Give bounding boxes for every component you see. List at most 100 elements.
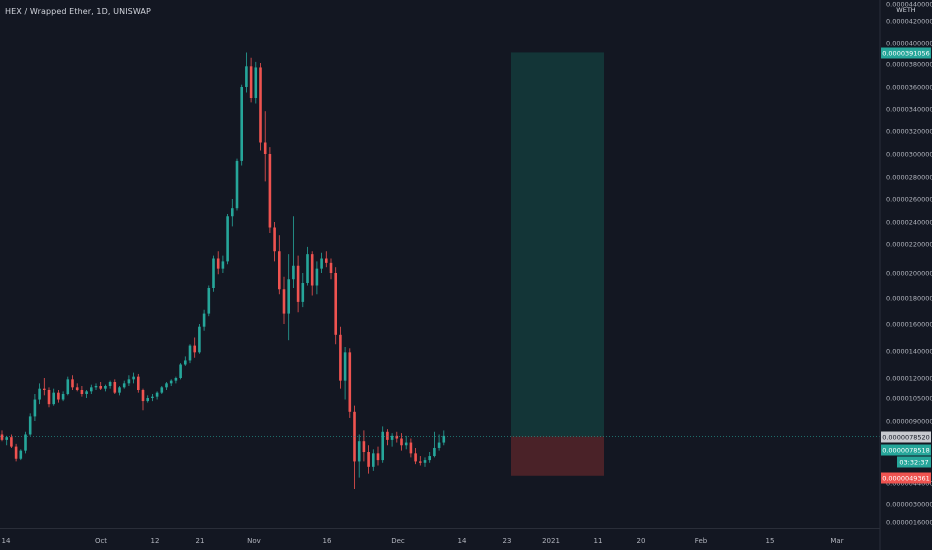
candle-body xyxy=(198,326,201,353)
time-tick-label: Dec xyxy=(391,537,405,545)
candle xyxy=(193,337,196,358)
candle xyxy=(273,222,276,262)
candle-body xyxy=(193,345,196,353)
loss-zone[interactable] xyxy=(511,436,604,476)
candle xyxy=(282,276,286,324)
candle-body xyxy=(273,227,276,252)
candle xyxy=(169,379,173,386)
candle-body xyxy=(85,391,88,394)
candle-body xyxy=(423,460,427,463)
candle-body xyxy=(268,154,272,228)
candle xyxy=(118,386,121,396)
candle-body xyxy=(329,262,333,273)
candle-body xyxy=(118,387,121,393)
candle xyxy=(442,430,446,446)
candle-body xyxy=(409,442,413,454)
time-tick-label: 20 xyxy=(637,537,646,545)
candle xyxy=(245,52,248,93)
candle-body xyxy=(160,387,164,393)
candle xyxy=(184,356,187,366)
candle xyxy=(419,456,422,466)
candle xyxy=(348,348,352,418)
candle xyxy=(14,443,18,462)
candle xyxy=(43,378,46,396)
price-tick-label: 0.0000030000 xyxy=(886,501,932,509)
candle xyxy=(259,62,262,151)
candle-body xyxy=(404,442,408,446)
candle xyxy=(207,285,211,317)
candle-body xyxy=(122,383,126,388)
candle-body xyxy=(202,313,206,327)
candle-body xyxy=(99,386,102,389)
candle-body xyxy=(390,435,394,440)
candle-body xyxy=(80,390,84,394)
candle-body xyxy=(19,450,23,459)
candle xyxy=(376,446,380,466)
candle-body xyxy=(362,441,366,452)
candle xyxy=(240,84,243,166)
candle xyxy=(188,344,192,364)
candle-body xyxy=(28,416,32,435)
candle-body xyxy=(386,431,389,440)
candle xyxy=(301,273,305,308)
candle-body xyxy=(320,258,323,269)
price-tick-label: 0.0000016000 xyxy=(886,519,932,527)
price-tick-label: 0.0000280000 xyxy=(886,174,932,182)
candle-body xyxy=(367,452,370,467)
candle xyxy=(160,386,164,394)
candle xyxy=(433,431,436,458)
price-tick-label: 0.0000180000 xyxy=(886,295,932,303)
candle xyxy=(108,380,112,389)
candle-body xyxy=(442,435,446,443)
candle-series xyxy=(0,52,446,489)
price-tag-bg xyxy=(881,47,931,59)
candle xyxy=(28,413,32,436)
time-tick-label: 23 xyxy=(503,537,512,545)
time-tick-label: 14 xyxy=(458,537,467,545)
candle-body xyxy=(437,442,441,448)
candle-body xyxy=(24,434,27,451)
position-tool[interactable] xyxy=(511,52,604,476)
price-axis[interactable]: 0.0000440000 0.0000420000 0.0000400000 0.00… xyxy=(886,1,932,527)
candle xyxy=(179,363,182,380)
candle xyxy=(334,267,337,345)
candle xyxy=(94,383,98,390)
candle-body xyxy=(47,390,51,405)
price-tag-target: 0.0000391056 xyxy=(881,47,931,59)
candle xyxy=(141,388,145,411)
candle xyxy=(292,216,295,288)
price-tick-label: 0.0000120000 xyxy=(886,375,932,383)
price-tag-countdown: 03:32:37 xyxy=(897,456,931,468)
candle-body xyxy=(33,399,37,417)
candle xyxy=(367,445,370,474)
candle-body xyxy=(184,360,187,365)
candle xyxy=(132,372,135,384)
candle xyxy=(320,252,323,273)
price-tag-bg xyxy=(881,472,931,484)
price-tag-stop: 0.0000049361 xyxy=(881,472,931,484)
candle-body xyxy=(381,431,384,461)
candle-body xyxy=(71,379,74,388)
candle-body xyxy=(174,378,178,381)
price-tag-entry: 0.0000078520 xyxy=(881,431,931,443)
candle xyxy=(151,394,154,402)
candle xyxy=(231,199,234,227)
price-tags: 0.0000391056 0.0000078520 0.0000078518 03:3… xyxy=(881,47,931,484)
profit-zone[interactable] xyxy=(511,52,604,437)
time-axis[interactable]: 14 Oct 12 21 Nov 16 Dec 14 23 2021 11 20 Feb 15 Mar xyxy=(2,537,844,545)
candle xyxy=(61,391,65,402)
candle xyxy=(52,388,55,406)
candle-body xyxy=(38,388,41,400)
candle-body xyxy=(414,453,417,462)
price-tag-label: 0.0000049361 xyxy=(882,474,930,482)
price-tick-label: 0.0000105000 xyxy=(886,395,932,403)
candle-body xyxy=(315,268,319,286)
candle-body xyxy=(57,392,60,400)
candle xyxy=(386,429,389,446)
price-tag-label: 03:32:37 xyxy=(899,458,928,466)
candle xyxy=(249,57,253,103)
price-tick-label: 0.0000420000 xyxy=(886,18,932,26)
